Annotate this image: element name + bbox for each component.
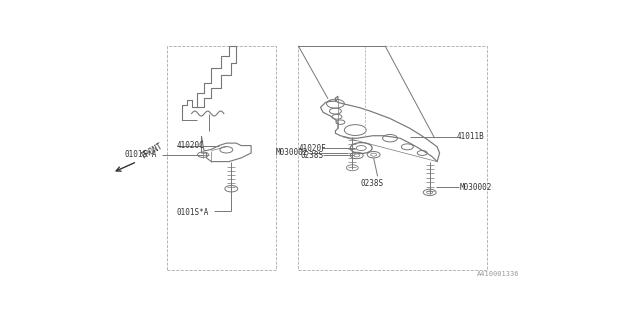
Text: 0101S*A: 0101S*A: [125, 150, 157, 159]
Text: A410001336: A410001336: [476, 271, 519, 277]
Text: 41020F: 41020F: [298, 144, 326, 153]
Text: 0238S: 0238S: [360, 179, 383, 188]
Text: 41020C: 41020C: [177, 141, 204, 150]
Text: 0238S: 0238S: [301, 151, 324, 160]
Text: M030002: M030002: [460, 183, 492, 192]
Text: M030002: M030002: [276, 148, 308, 157]
Text: 0101S*A: 0101S*A: [177, 208, 209, 217]
Text: FRONT: FRONT: [140, 141, 164, 160]
Text: 41011B: 41011B: [457, 132, 484, 141]
